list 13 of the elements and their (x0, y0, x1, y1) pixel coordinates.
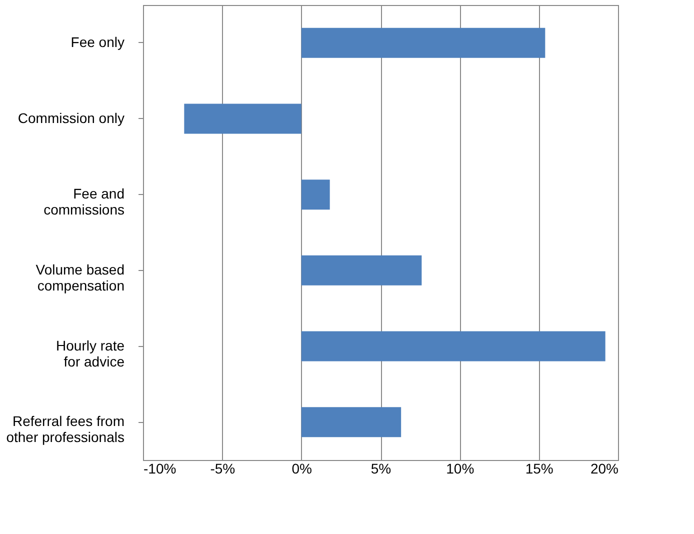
x-tick-label: -10% (144, 460, 176, 476)
x-tick-label: 0% (292, 460, 312, 476)
y-tick-label: Hourly rate for advice (56, 337, 125, 370)
y-tick-label: Fee only (70, 34, 124, 50)
x-tick-label: 20% (590, 460, 618, 476)
y-tick-label: Fee and commissions (44, 186, 124, 218)
x-tick-label: 10% (446, 460, 474, 476)
x-tick-label: 15% (525, 460, 554, 476)
y-tick-label: Referral fees from other professionals (6, 413, 124, 446)
x-tick-label: 5% (370, 460, 392, 476)
x-tick-label: -5% (210, 460, 236, 476)
y-tick-label: Commission only (18, 110, 124, 126)
y-tick-label: Volume based compensation (36, 261, 124, 294)
